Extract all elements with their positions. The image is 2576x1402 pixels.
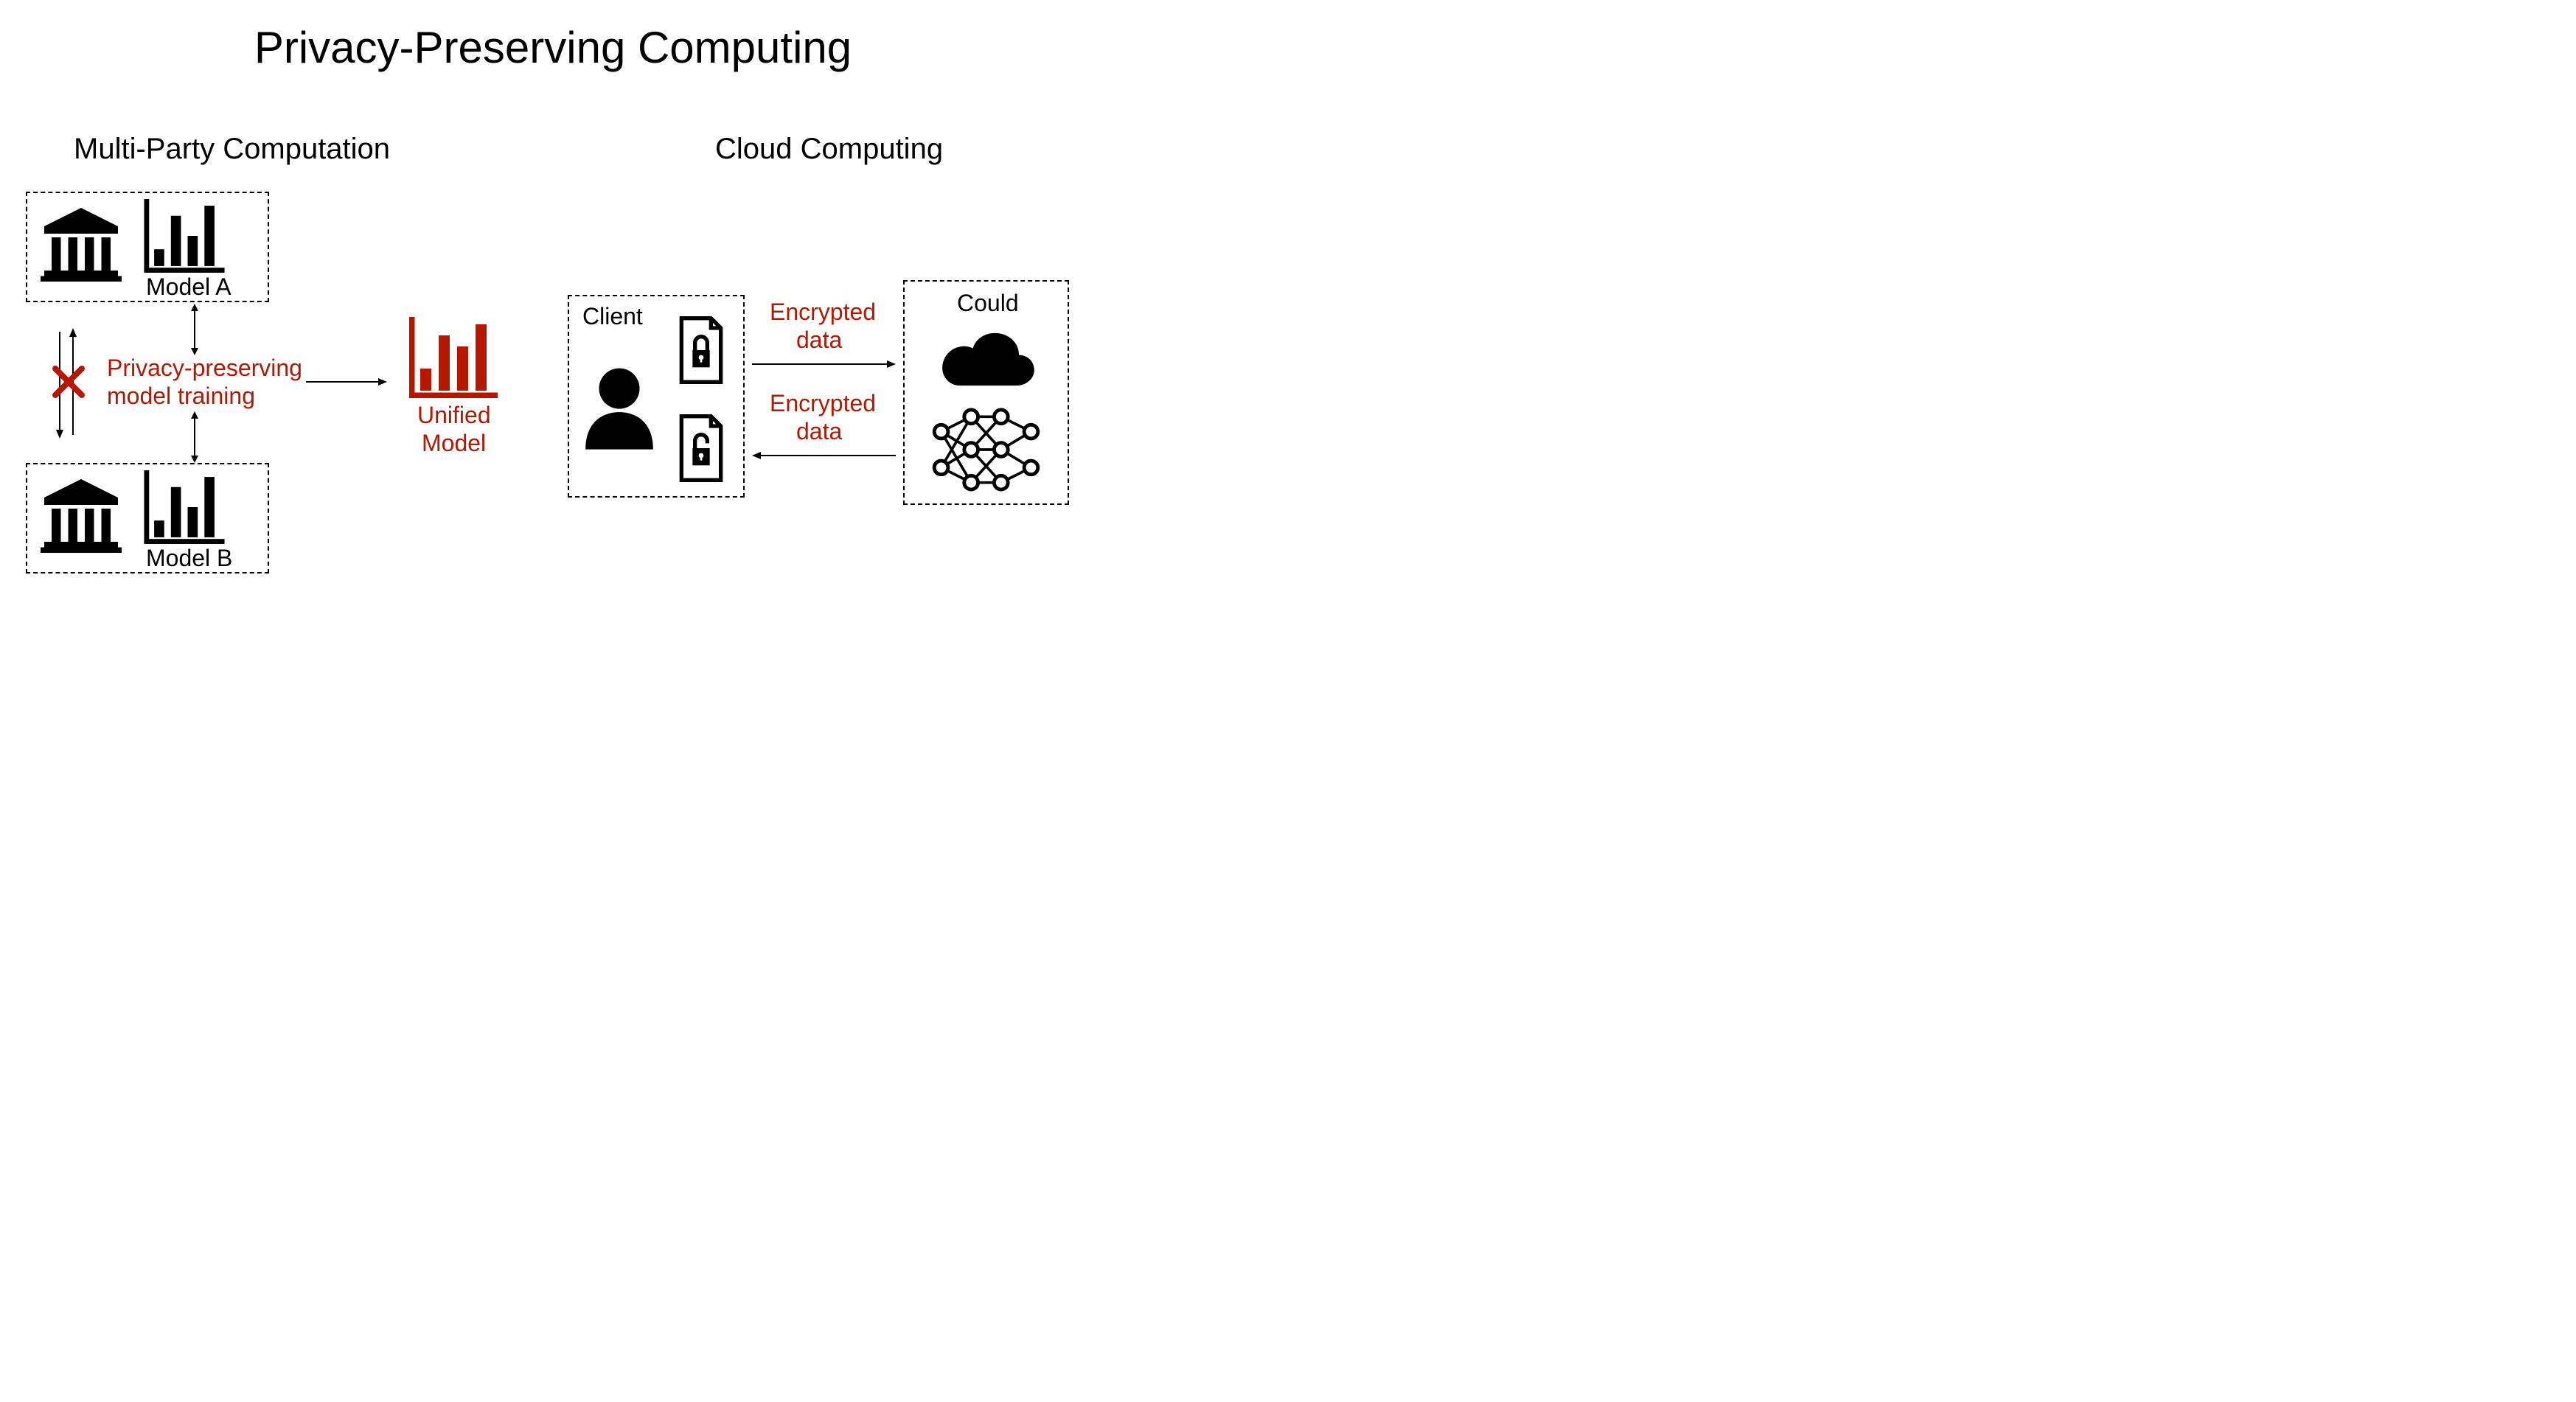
building-icon (37, 200, 125, 289)
privacy-text-l2: model training (107, 382, 255, 410)
enc-top-l1: Encrypted (770, 298, 876, 326)
person-icon (579, 361, 660, 450)
unified-bar-chart-icon (409, 317, 498, 398)
enc-bot-l2: data (796, 417, 842, 445)
mpc-subtitle: Multi-Party Computation (74, 133, 390, 166)
bar-chart-icon (144, 470, 225, 544)
arrow-right-icon (306, 376, 387, 388)
doc-unlocked-icon (671, 411, 731, 485)
main-title: Privacy-Preserving Computing (0, 22, 1106, 73)
model-a-label: Model A (146, 273, 232, 301)
client-label: Client (582, 302, 643, 330)
double-arrow-icon (188, 304, 201, 355)
cloud-subtitle: Cloud Computing (715, 133, 943, 166)
unified-l2: Model (422, 429, 486, 457)
cloud-label: Could (957, 289, 1019, 317)
bar-chart-icon (144, 199, 225, 273)
arrow-left-icon (752, 450, 896, 461)
privacy-text-l1: Privacy-preserving (107, 354, 302, 382)
cross-icon (52, 365, 86, 399)
cloud-icon (933, 324, 1040, 394)
arrow-right-icon (752, 358, 896, 370)
network-icon (925, 402, 1047, 498)
unified-l1: Unified (417, 401, 491, 429)
building-icon (37, 472, 125, 560)
double-arrow-icon (188, 411, 201, 463)
enc-bot-l1: Encrypted (770, 389, 876, 417)
enc-top-l2: data (796, 326, 842, 354)
model-b-label: Model B (146, 544, 232, 572)
doc-locked-icon (671, 313, 731, 387)
